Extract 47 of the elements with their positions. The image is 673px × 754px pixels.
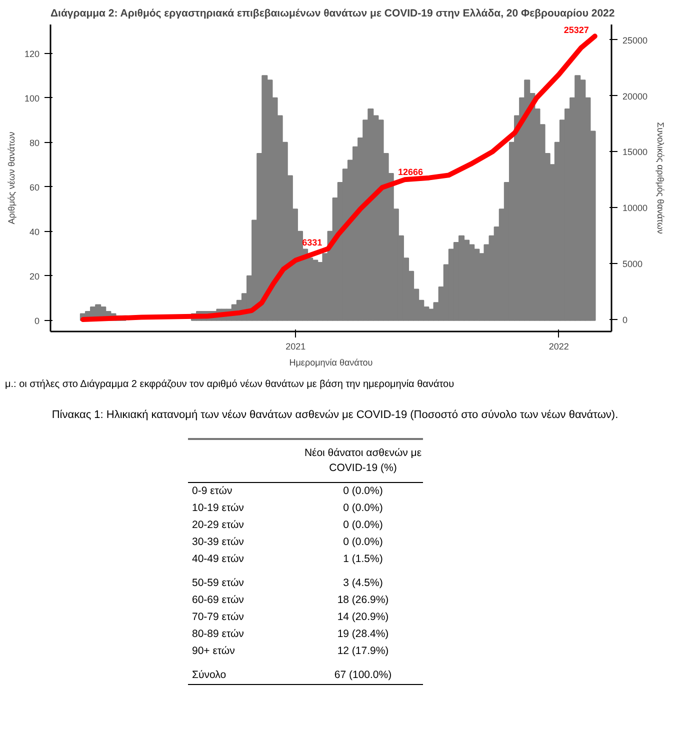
y-tick-label: 100 xyxy=(24,93,40,104)
x-tick-label: 2022 xyxy=(548,342,569,352)
category-label: 70-79 ετών xyxy=(191,610,245,625)
category-label: 90+ ετών xyxy=(191,644,236,659)
category-label: Σύνολο xyxy=(191,668,228,683)
y2-tick-label: 15000 xyxy=(622,147,648,158)
y-tick-label: 0 xyxy=(34,316,40,326)
data-label: 12666 xyxy=(398,166,424,177)
x-tick-label: 2021 xyxy=(286,342,306,352)
category-label: 20-29 ετών xyxy=(191,518,245,533)
category-label: 30-39 ετών xyxy=(191,534,245,550)
data-label: 6331 xyxy=(302,238,322,248)
text: 14 (20.9%) xyxy=(337,610,389,623)
text: 12 (17.9%) xyxy=(337,644,389,657)
y-tick-label: 60 xyxy=(29,182,40,192)
text: 0 (0.0%) xyxy=(343,484,383,497)
text: 0 (0.0%) xyxy=(343,518,383,531)
y-axis-title: Αριθμός νέων θανάτων xyxy=(6,131,16,224)
y2-tick-label: 20000 xyxy=(622,91,648,102)
data-label: 25327 xyxy=(564,25,589,36)
y2-tick-label: 5000 xyxy=(622,259,643,270)
category-label: 80-89 ετών xyxy=(191,626,245,642)
y2-axis-title: Συνολικός αριθμός θανάτων xyxy=(656,122,666,234)
text: 0 (0.0%) xyxy=(343,536,383,548)
text: 3 (4.5%) xyxy=(343,576,383,589)
category-label: 60-69 ετών xyxy=(191,592,245,608)
category-label: 40-49 ετών xyxy=(191,552,245,567)
y-tick-label: 40 xyxy=(29,226,40,237)
text: 1 (1.5%) xyxy=(343,552,383,565)
text: Πίνακας 1: Ηλικιακή κατανομή των νέων θανάτων ασθενών με COVID-19 (Ποσοστό στο σύνολο των νέων θανάτων). xyxy=(50,408,620,424)
chart-title: Διάγραμμα 2: Αριθμός εργαστηριακά επιβεβαιωμένων θανάτων με COVID-19 στην Ελλάδα, 20 Φεβρουαρίου 2022 xyxy=(50,8,615,20)
text: μ.: οι στήλες στο Διάγραμμα 2 εκφράζουν τον αριθμό νέων θανάτων με βάση την ημερομηνία θανάτου xyxy=(5,378,454,392)
y-tick-label: 120 xyxy=(24,48,40,59)
y2-tick-label: 10000 xyxy=(622,203,648,214)
category-label: 10-19 ετών xyxy=(191,500,245,516)
category-label: 0-9 ετών xyxy=(191,484,234,499)
text: 18 (26.9%) xyxy=(337,594,389,606)
text: 67 (100.0%) xyxy=(334,668,392,681)
category-label: 50-59 ετών xyxy=(191,576,245,591)
x-axis-title: Ημερομηνία θανάτου xyxy=(289,358,373,368)
y2-tick-label: 25000 xyxy=(622,35,648,46)
text: 19 (28.4%) xyxy=(337,628,389,640)
y-tick-label: 80 xyxy=(29,138,40,148)
y2-tick-label: 0 xyxy=(622,315,628,326)
y-tick-label: 20 xyxy=(29,271,40,282)
text: Νέοι θάνατοι ασθενών με COVID-19 (%) xyxy=(303,438,423,482)
text: 0 (0.0%) xyxy=(343,502,383,514)
